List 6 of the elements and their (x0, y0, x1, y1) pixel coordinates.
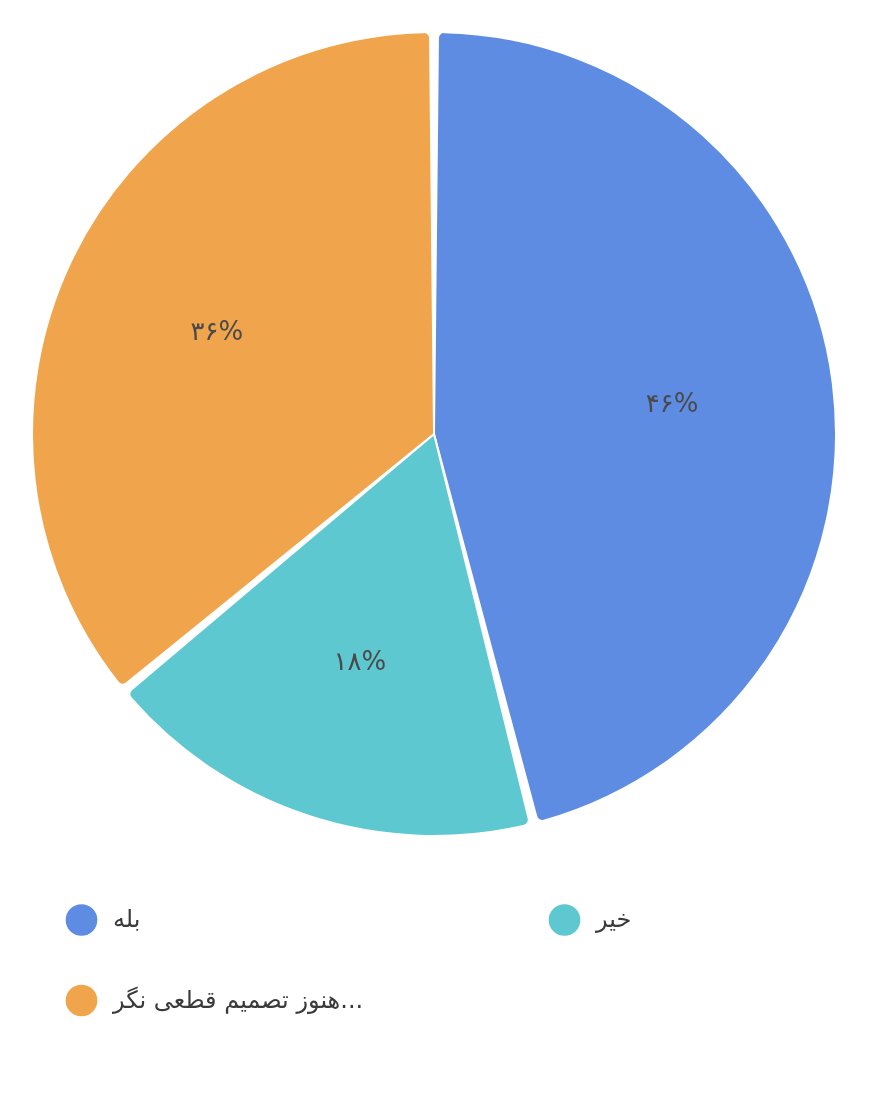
data-label: ۴۶% (645, 387, 699, 418)
data-label: ۳۶% (190, 315, 244, 346)
legend-label: هنوز تصمیم قطعی نگر... (112, 985, 364, 1014)
legend-label: بله (113, 904, 141, 933)
data-label: ۱۸% (333, 646, 387, 677)
legend-label: خیر (595, 904, 632, 933)
